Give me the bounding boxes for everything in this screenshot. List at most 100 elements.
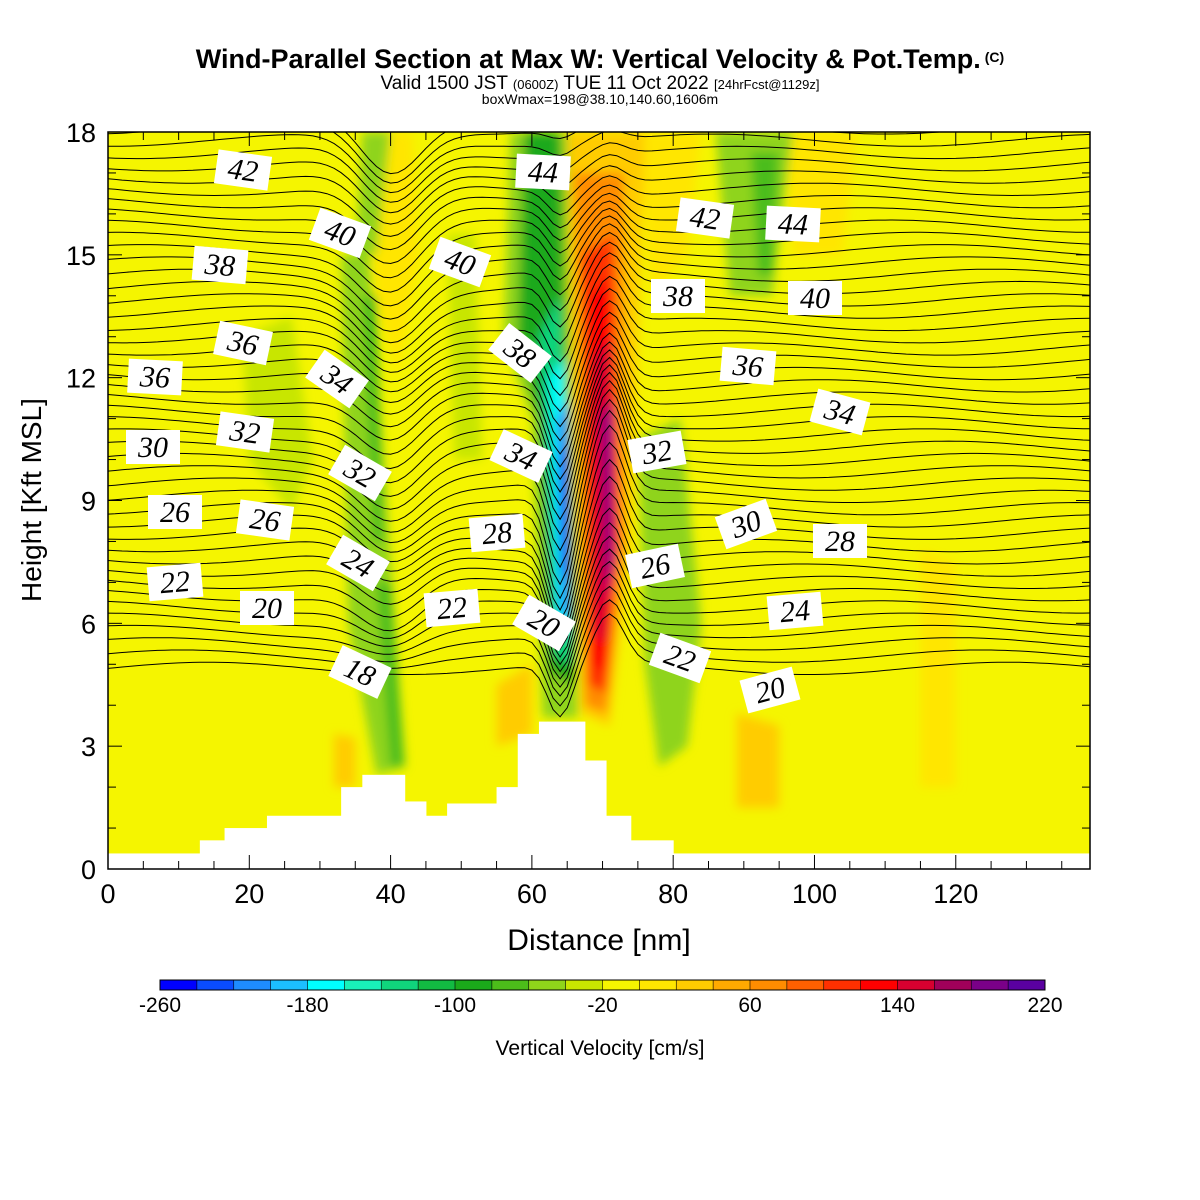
colorbar-swatch	[307, 980, 345, 990]
colorbar-tick-label: 60	[738, 994, 761, 1017]
isentrope-line	[108, 573, 1090, 688]
isentrope-label-text: 44	[527, 155, 559, 190]
isentrope-line	[108, 388, 1090, 552]
terrain-step	[108, 853, 201, 869]
terrain	[108, 721, 1090, 869]
colorbar-tick-label: 220	[1027, 994, 1062, 1017]
isentrope-line	[108, 424, 1090, 600]
isentrope-label: 28	[468, 513, 526, 553]
terrain-step	[447, 803, 498, 869]
isentrope-label-text: 30	[137, 431, 168, 464]
isentrope-line	[108, 349, 1090, 481]
isentrope-line	[108, 409, 1090, 586]
chart-title: Wind-Parallel Section at Max W: Vertical…	[0, 44, 1200, 75]
isentrope-label-box	[627, 430, 687, 474]
copyright-mark: (C)	[984, 49, 1005, 65]
colorbar: -260 -180 -100 -20 60 140 220	[139, 979, 1063, 1017]
isentrope-label-box	[428, 236, 492, 288]
isentrope-label: 18	[328, 645, 392, 699]
terrain-step	[606, 815, 632, 869]
chart-subtitle: Valid 1500 JST (0600Z) TUE 11 Oct 2022 […	[0, 73, 1200, 95]
isentrope-label-box	[328, 645, 392, 699]
isentrope-label-box	[468, 513, 526, 553]
isentrope-label: 26	[625, 543, 685, 589]
colorbar-tick-label: -20	[587, 994, 617, 1017]
isentrope-label: 44	[765, 205, 821, 243]
isentrope-label-box	[512, 594, 576, 652]
x-tick-label: 100	[792, 879, 837, 909]
colorbar-frame	[159, 979, 1046, 991]
isentrope-label-box	[515, 153, 571, 191]
isentrope-label: 32	[215, 411, 275, 453]
terrain-step	[496, 787, 519, 869]
isentrope-label: 36	[127, 358, 183, 396]
colorbar-label: Vertical Velocity [cm/s]	[495, 1037, 705, 1060]
isentrope-label-text: 42	[688, 200, 722, 237]
box-info: boxWmax=198@38.10,140.60,1606m	[481, 91, 719, 107]
shade-weak-downdraft	[242, 316, 313, 513]
isentrope-label-text: 32	[227, 414, 262, 451]
colorbar-swatch	[455, 980, 493, 990]
isentrope-line	[108, 398, 1090, 569]
isentrope-label-text: 20	[252, 592, 282, 625]
isentrope-label: 38	[191, 245, 249, 285]
isentrope-label-box	[809, 388, 871, 436]
isentrope-label: 30	[126, 430, 180, 464]
isentrope-label-box	[326, 534, 390, 592]
isentrope-line	[108, 585, 1090, 697]
isentrope-label-box	[719, 346, 777, 386]
isentrope-line	[108, 241, 1090, 344]
isentrope-label-text: 24	[779, 594, 812, 629]
isentrope-label-text: 36	[224, 324, 261, 363]
isentrope-label-box	[148, 495, 202, 529]
isentrope-line	[108, 207, 1090, 293]
title-main: Wind-Parallel Section at Max W: Vertical…	[195, 44, 981, 74]
isentrope-line	[108, 165, 1090, 225]
colorbar-swatch	[602, 980, 640, 990]
valid-time: Valid 1500 JST	[380, 73, 508, 94]
isentrope-label-box	[423, 588, 481, 628]
isentrope-line	[108, 613, 1090, 718]
y-tick-label: 9	[81, 487, 96, 517]
y-tick-label: 6	[81, 609, 96, 639]
colorbar-swatch	[1008, 980, 1046, 990]
isentrope-label-box	[308, 207, 372, 259]
isentrope-label-box	[328, 444, 392, 502]
isentrope-label: 22	[423, 588, 481, 628]
isentrope-label-text: 26	[160, 496, 190, 529]
colorbar-tick-label: -260	[139, 994, 181, 1017]
isentrope-line	[108, 475, 1090, 633]
terrain-step	[341, 787, 363, 869]
isentrope-label-text: 26	[637, 547, 673, 586]
shade-weak-downdraft	[447, 234, 483, 460]
colorbar-tick-label: -100	[434, 994, 476, 1017]
shade-main-updraft	[602, 398, 614, 603]
isentrope-label: 32	[627, 430, 687, 474]
isentrope-line	[108, 200, 1090, 279]
isentrope-line	[108, 252, 1090, 354]
forecast-info: [24hrFcst@1129z]	[714, 77, 820, 92]
isentrope-line	[344, 132, 447, 175]
colorbar-tick-label: -180	[286, 994, 328, 1017]
colorbar-swatch	[971, 980, 1009, 990]
isentrope-label-text: 28	[825, 525, 855, 558]
isentrope-line	[108, 231, 1090, 332]
colorbar-swatch	[639, 980, 677, 990]
x-tick-label: 60	[517, 879, 547, 909]
colorbar-swatch	[934, 980, 972, 990]
colorbar-swatch	[823, 980, 861, 990]
isentrope-line	[108, 322, 1090, 442]
isentrope-label: 26	[148, 495, 202, 529]
isentrope-label-text: 44	[777, 207, 809, 242]
isentrope-label-text: 38	[662, 280, 693, 313]
isentrope-line	[108, 364, 1090, 507]
isentrope-label-box	[648, 632, 712, 684]
isentrope-line	[108, 215, 1090, 307]
isentrope-label: 34	[809, 388, 871, 436]
isentrope-label-text: 28	[481, 516, 514, 551]
isentrope-line	[108, 371, 1090, 521]
terrain-step	[538, 721, 586, 869]
isentrope-line	[108, 300, 1090, 413]
